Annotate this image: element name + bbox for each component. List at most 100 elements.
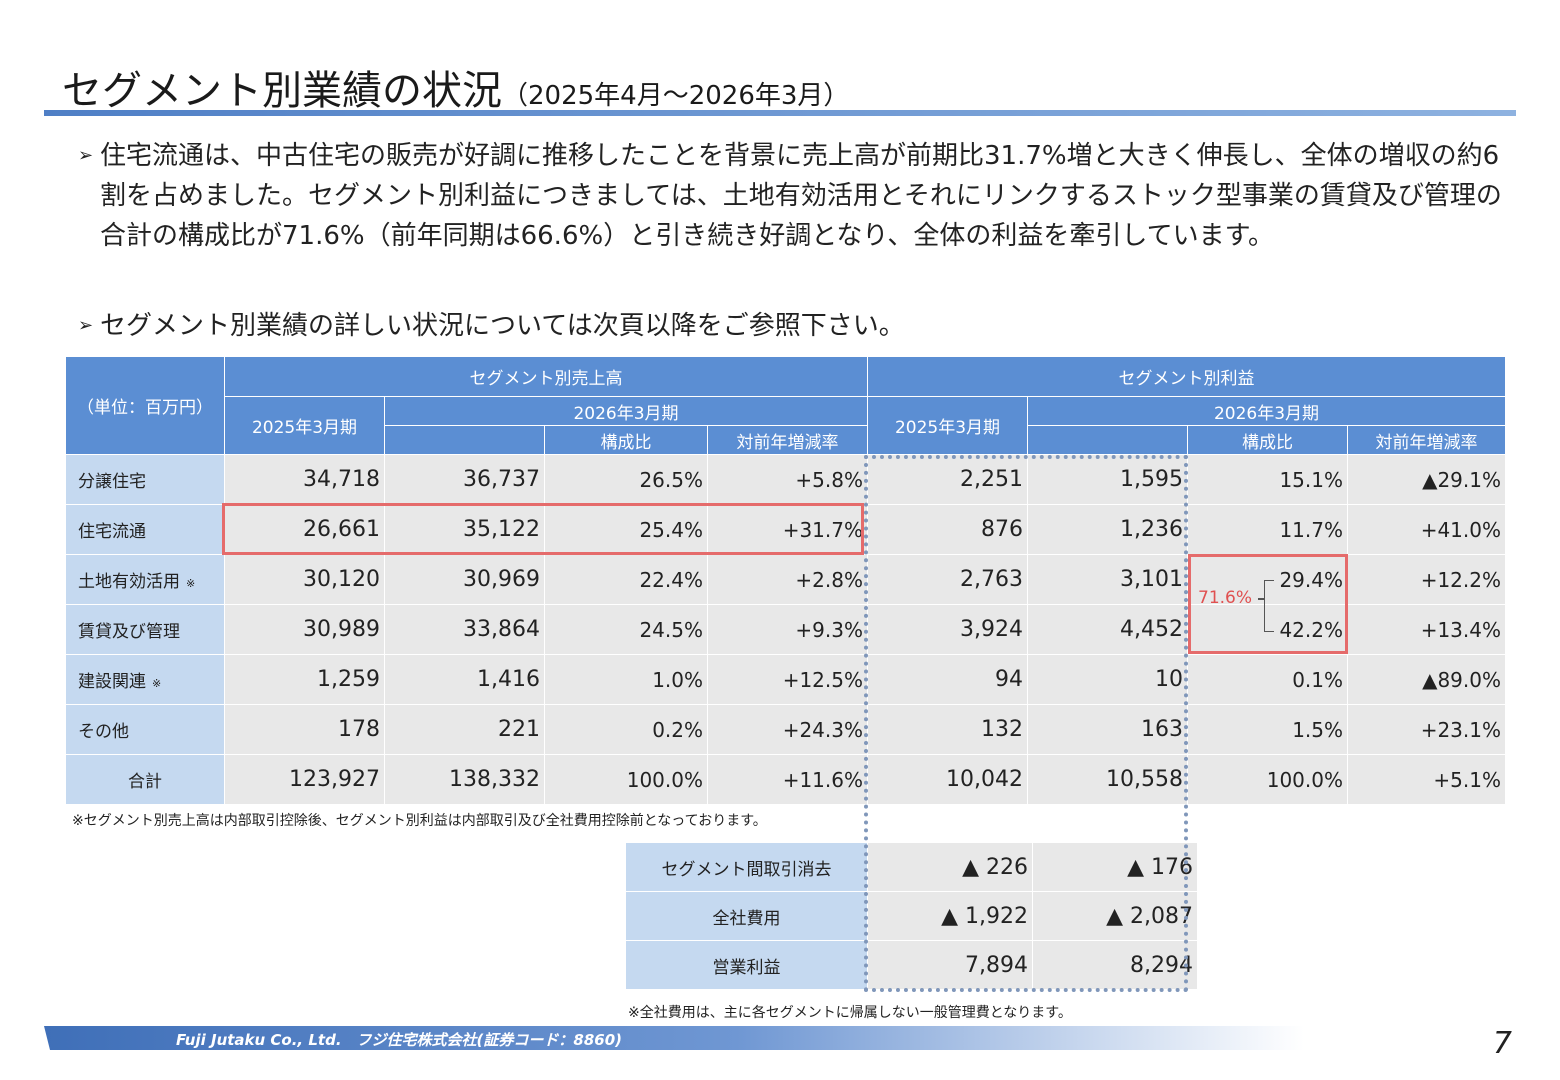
sales-fy2026-cell: 138,332 xyxy=(384,754,545,805)
corporate-expense-note: ※全社費用は、主に各セグメントに帰属しない一般管理費となります。 xyxy=(628,1005,1072,1021)
sales-fy2025-cell: 30,120 xyxy=(224,554,385,605)
table-row: その他 178 221 0.2% +24.3% 132 163 1.5% +23.1% xyxy=(65,704,1506,755)
sales-ratio-cell: 1.0% xyxy=(544,654,708,705)
segment-name: その他 xyxy=(78,722,129,742)
adjustment-label: セグメント間取引消去 xyxy=(625,842,868,892)
profit-ratio-header: 構成比 xyxy=(1187,425,1348,455)
segment-name: 建設関連 xyxy=(78,672,146,692)
sales-ratio-cell: 100.0% xyxy=(544,754,708,805)
sales-ratio-cell: 24.5% xyxy=(544,604,708,655)
profit-fy2026-cell: 10,558 xyxy=(1027,754,1188,805)
profit-yoy-cell: +13.4% xyxy=(1347,604,1506,655)
segment-label: 合計 xyxy=(65,754,225,805)
adjustment-fy2026-cell: ▲ 176 xyxy=(1032,842,1198,892)
segment-name: 住宅流通 xyxy=(78,522,146,542)
sales-fy2026-cell: 30,969 xyxy=(384,554,545,605)
sales-ratio-cell: 0.2% xyxy=(544,704,708,755)
profit-fy2025-cell: 876 xyxy=(867,504,1028,555)
profit-yoy-cell: +23.1% xyxy=(1347,704,1506,755)
profit-ratio-cell: 0.1% xyxy=(1187,654,1348,705)
sales-fy2025-cell: 26,661 xyxy=(224,504,385,555)
segment-name: 賃貸及び管理 xyxy=(78,622,180,642)
profit-yoy-cell: ▲29.1% xyxy=(1347,454,1506,505)
adjustment-fy2026-cell: ▲ 2,087 xyxy=(1032,891,1198,941)
table-row: 建設関連 ※ 1,259 1,416 1.0% +12.5% 94 10 0.1% ▲89.0% xyxy=(65,654,1506,705)
sales-fy2025-cell: 30,989 xyxy=(224,604,385,655)
sales-fy2026-cell: 221 xyxy=(384,704,545,755)
sales-fy2025-cell: 178 xyxy=(224,704,385,755)
segment-results-table: （単位：百万円） セグメント別売上高 セグメント別利益 2025年3月期 202… xyxy=(65,356,1506,805)
segment-note-mark: ※ xyxy=(152,677,162,690)
profit-yoy-cell: +41.0% xyxy=(1347,504,1506,555)
profit-ratio-cell: 100.0% xyxy=(1187,754,1348,805)
profit-fy2026-cell: 3,101 xyxy=(1027,554,1188,605)
sales-yoy-cell: +24.3% xyxy=(707,704,868,755)
sales-fy2026-cell: 35,122 xyxy=(384,504,545,555)
sales-fy2025-cell: 123,927 xyxy=(224,754,385,805)
table-row: 営業利益 7,894 8,294 xyxy=(625,940,1198,990)
table-row: 分譲住宅 34,718 36,737 26.5% +5.8% 2,251 1,595 15.1… xyxy=(65,454,1506,505)
arrow-bullet-icon: ➢ xyxy=(78,315,94,336)
adjustment-fy2025-cell: ▲ 1,922 xyxy=(867,891,1033,941)
sales-yoy-header: 対前年増減率 xyxy=(707,425,868,455)
sales-fy2026-header: 2026年3月期 xyxy=(384,396,868,426)
profit-fy2026-header: 2026年3月期 xyxy=(1027,396,1506,426)
sales-ratio-cell: 25.4% xyxy=(544,504,708,555)
segment-note: ※セグメント別売上高は内部取引控除後、セグメント別利益は内部取引及び全社費用控除… xyxy=(72,813,767,829)
sales-fy2026-value-header xyxy=(384,425,545,455)
profit-header: セグメント別利益 xyxy=(867,356,1506,397)
footer-company: Fuji Jutaku Co., Ltd. フジ住宅株式会社(証券コード：886… xyxy=(176,1031,622,1049)
table-row: セグメント間取引消去 ▲ 226 ▲ 176 xyxy=(625,842,1198,892)
profit-fy2025-cell: 2,251 xyxy=(867,454,1028,505)
profit-fy2026-cell: 1,236 xyxy=(1027,504,1188,555)
profit-yoy-cell: ▲89.0% xyxy=(1347,654,1506,705)
segment-label: その他 xyxy=(65,704,225,755)
profit-yoy-cell: +12.2% xyxy=(1347,554,1506,605)
sales-yoy-cell: +9.3% xyxy=(707,604,868,655)
segment-label: 賃貸及び管理 xyxy=(65,604,225,655)
unit-label: （単位：百万円） xyxy=(65,356,225,455)
sales-fy2026-cell: 36,737 xyxy=(384,454,545,505)
profit-fy2026-cell: 10 xyxy=(1027,654,1188,705)
segment-name: 土地有効活用 xyxy=(78,572,180,592)
sales-header: セグメント別売上高 xyxy=(224,356,868,397)
table-row: 住宅流通 26,661 35,122 25.4% +31.7% 876 1,236 11.7%… xyxy=(65,504,1506,555)
sales-ratio-header: 構成比 xyxy=(544,425,708,455)
page-title: セグメント別業績の状況（2025年4月～2026年3月） xyxy=(62,58,849,116)
bullet-item: ➢ セグメント別業績の詳しい状況については次頁以降をご参照下さい。 xyxy=(78,306,1178,346)
sales-fy2025-header: 2025年3月期 xyxy=(224,396,385,455)
profit-fy2025-cell: 3,924 xyxy=(867,604,1028,655)
profit-fy2026-cell: 4,452 xyxy=(1027,604,1188,655)
segment-note-mark: ※ xyxy=(186,577,196,590)
adjustment-fy2025-cell: ▲ 226 xyxy=(867,842,1033,892)
sales-fy2026-cell: 1,416 xyxy=(384,654,545,705)
profit-ratio-cell: 29.4% xyxy=(1187,554,1348,605)
table-row: 賃貸及び管理 30,989 33,864 24.5% +9.3% 3,924 4,452 42… xyxy=(65,604,1506,655)
title-main: セグメント別業績の状況 xyxy=(62,68,502,114)
bracket-icon xyxy=(1264,580,1274,632)
adjustments-table: セグメント間取引消去 ▲ 226 ▲ 176 全社費用 ▲ 1,922 ▲ 2,087 営業… xyxy=(625,842,1198,990)
adjustment-fy2026-cell: 8,294 xyxy=(1032,940,1198,990)
segment-name: 分譲住宅 xyxy=(78,472,146,492)
profit-fy2025-header: 2025年3月期 xyxy=(867,396,1028,455)
table-row: 全社費用 ▲ 1,922 ▲ 2,087 xyxy=(625,891,1198,941)
footer-band xyxy=(44,1026,1304,1050)
sales-ratio-cell: 22.4% xyxy=(544,554,708,605)
sales-yoy-cell: +31.7% xyxy=(707,504,868,555)
title-divider xyxy=(44,110,1516,116)
sales-yoy-cell: +11.6% xyxy=(707,754,868,805)
profit-fy2025-cell: 10,042 xyxy=(867,754,1028,805)
profit-yoy-header: 対前年増減率 xyxy=(1347,425,1506,455)
profit-fy2025-cell: 94 xyxy=(867,654,1028,705)
table-row: 土地有効活用 ※ 30,120 30,969 22.4% +2.8% 2,763 3,101 2… xyxy=(65,554,1506,605)
profit-fy2026-cell: 1,595 xyxy=(1027,454,1188,505)
sales-yoy-cell: +2.8% xyxy=(707,554,868,605)
sales-ratio-cell: 26.5% xyxy=(544,454,708,505)
profit-ratio-cell: 11.7% xyxy=(1187,504,1348,555)
table-row: 合計 123,927 138,332 100.0% +11.6% 10,042 10,558… xyxy=(65,754,1506,805)
sales-fy2025-cell: 34,718 xyxy=(224,454,385,505)
title-period: （2025年4月～2026年3月） xyxy=(502,81,850,111)
profit-fy2026-value-header xyxy=(1027,425,1188,455)
sales-fy2026-cell: 33,864 xyxy=(384,604,545,655)
profit-yoy-cell: +5.1% xyxy=(1347,754,1506,805)
